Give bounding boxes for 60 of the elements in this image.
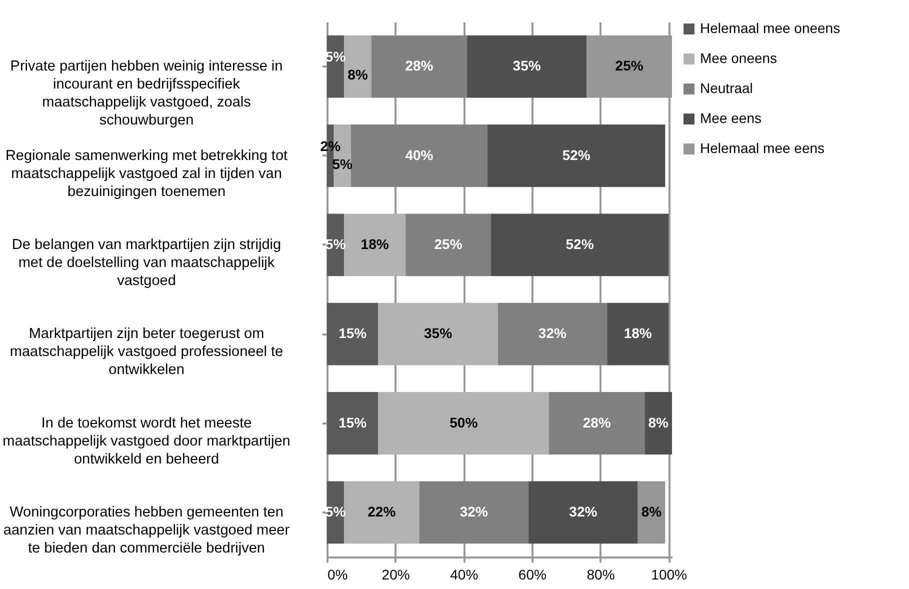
y-tick-label: De belangen van marktpartijen zijn strijdig met de doelstelling van maatschappelijk vastgoed bbox=[12, 236, 282, 289]
bar bbox=[607, 302, 669, 366]
x-tick-label: 80% bbox=[586, 566, 615, 582]
bar bbox=[344, 214, 406, 276]
bar bbox=[344, 35, 372, 98]
bar bbox=[549, 392, 645, 454]
data-label: 25% bbox=[615, 58, 644, 74]
bar bbox=[498, 302, 608, 366]
bar bbox=[378, 302, 498, 366]
bar bbox=[528, 481, 638, 544]
data-label: 28% bbox=[405, 58, 434, 74]
x-tick-label: 40% bbox=[450, 566, 478, 582]
data-label: 40% bbox=[405, 146, 434, 163]
y-tick-label: Marktpartijen zijn beter toegerust om maatschappelijk vastgoed professioneel te ontwikkelen bbox=[10, 326, 284, 378]
data-label: 18% bbox=[360, 236, 390, 252]
data-label: 15% bbox=[338, 325, 368, 342]
bar bbox=[419, 481, 529, 544]
data-label: 35% bbox=[512, 58, 542, 74]
bar bbox=[371, 35, 468, 98]
y-tick-label: In de toekomst wordt het meeste maatschappelijk vastgoed door marktpartijen ontwikkeld en beheerd bbox=[2, 415, 290, 468]
y-tick-label: Private partijen hebben weinig interesse in incourant en bedrijfsspecifiek maatschappelijk vastgoed, zoals schouwburgen bbox=[10, 58, 283, 129]
data-label: 5% bbox=[332, 156, 354, 172]
bar bbox=[490, 214, 669, 276]
legend-label: Helemaal mee oneens bbox=[700, 20, 840, 36]
data-label: 32% bbox=[538, 325, 567, 342]
data-label: 8% bbox=[648, 414, 670, 430]
data-label: 52% bbox=[566, 236, 594, 252]
y-tick-label: Woningcorporaties hebben gemeenten ten aanzien van maatschappelijk vastgoed meer te bieden dan commerciële bedrijven bbox=[3, 504, 290, 556]
data-label: 28% bbox=[582, 414, 612, 430]
data-label: 8% bbox=[641, 503, 662, 520]
bar bbox=[327, 302, 378, 366]
bar bbox=[350, 124, 488, 187]
data-label: 15% bbox=[338, 414, 368, 430]
x-tick-label: 100% bbox=[651, 566, 687, 582]
x-tick-label: 0% bbox=[328, 566, 348, 582]
data-label: 35% bbox=[424, 325, 453, 342]
bar bbox=[406, 214, 491, 276]
legend-label: Mee eens bbox=[700, 110, 762, 126]
data-label: 52% bbox=[562, 146, 591, 163]
data-label: 32% bbox=[569, 503, 598, 520]
bar bbox=[488, 124, 666, 187]
data-label: 8% bbox=[348, 66, 368, 83]
bar bbox=[638, 481, 666, 544]
bar bbox=[467, 35, 587, 98]
bar bbox=[344, 481, 420, 544]
bar bbox=[378, 392, 550, 454]
data-label: 25% bbox=[434, 236, 463, 252]
data-label: 22% bbox=[368, 503, 396, 520]
bar bbox=[644, 392, 672, 454]
data-label: 32% bbox=[460, 503, 488, 520]
data-label: 18% bbox=[624, 325, 652, 342]
y-tick-label: Regionale samenwerking met betrekking tot maatschappelijk vastgoed zal in tijden van bezuinigingen toenemen bbox=[5, 148, 288, 200]
data-label: 2% bbox=[320, 138, 342, 154]
x-tick-label: 20% bbox=[382, 566, 410, 582]
bar bbox=[327, 392, 378, 454]
data-label: 50% bbox=[450, 414, 478, 430]
x-tick-label: 60% bbox=[518, 566, 546, 582]
legend-label: Helemaal mee eens bbox=[700, 140, 825, 156]
legend-label: Mee oneens bbox=[700, 50, 778, 66]
legend-label: Neutraal bbox=[700, 80, 753, 96]
